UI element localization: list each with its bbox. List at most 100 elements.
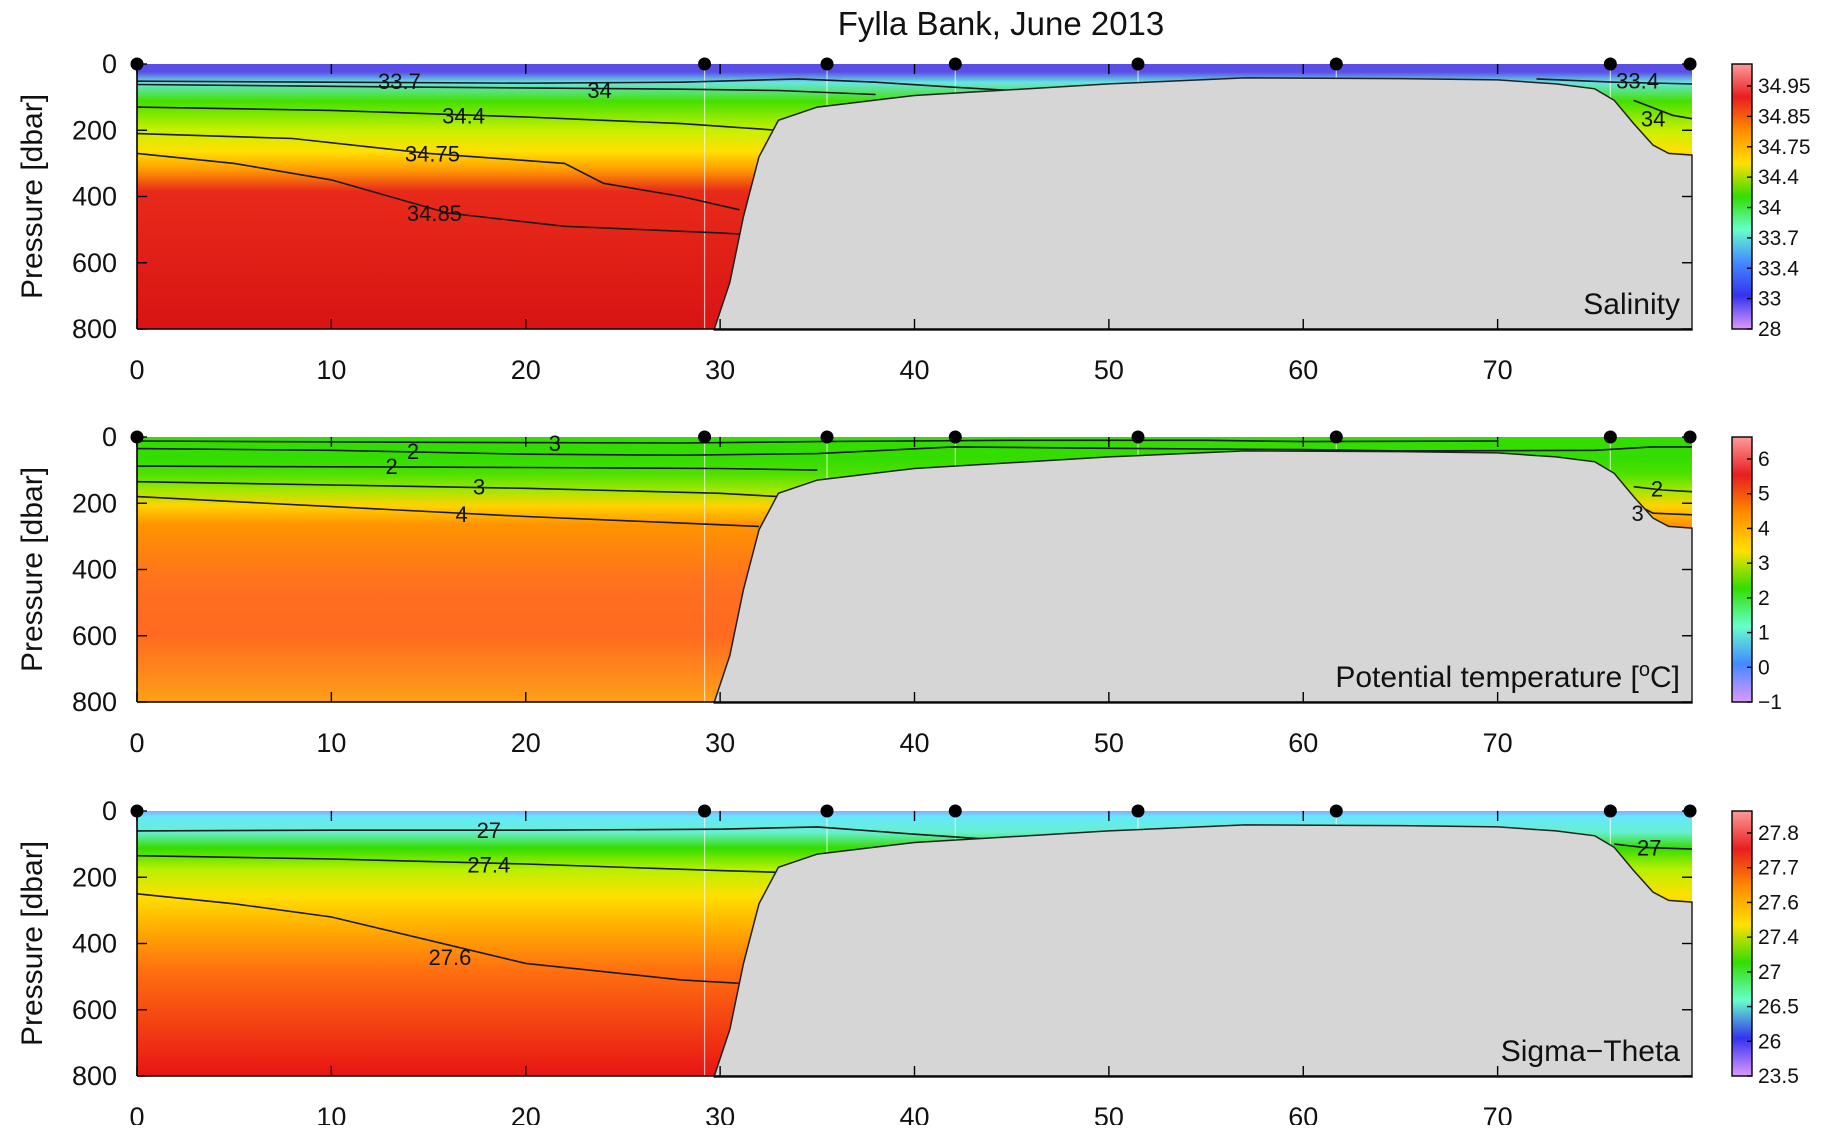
x-tick-label: 60 [1288,355,1318,385]
bathymetry-seafloor [713,77,1693,331]
colorbar-tick-label: 34.95 [1758,75,1811,98]
colorbar-tick-label: 28 [1758,318,1781,341]
y-tick-label: 800 [72,687,117,717]
station-marker [820,57,834,71]
colorbar-tick-label: 3 [1758,552,1770,575]
figure-title: Fylla Bank, June 2013 [838,5,1165,42]
colorbar-tick-label: 33.4 [1758,257,1799,280]
panel-1: 33.7 34 34.4 34.75 34.85 33.4 34 0 200 400 600 800 0… [16,49,1811,385]
colorbar [1731,63,1753,330]
colorbar-tick-label: 34.4 [1758,166,1799,189]
contour-label: 33.7 [378,69,421,94]
y-axis-label: Pressure [dbar] [16,467,49,672]
bathymetry-seafloor [713,450,1693,704]
y-tick-label: 800 [72,314,117,344]
x-tick-label: 30 [705,1102,735,1125]
contour-label: 27 [1637,835,1661,860]
station-marker [1131,804,1145,818]
x-tick-label: 50 [1094,355,1124,385]
y-axis-label: Pressure [dbar] [16,94,49,299]
y-axis-label: Pressure [dbar] [16,841,49,1046]
station-marker [820,430,834,444]
station-marker [1131,57,1145,71]
colorbar [1731,810,1753,1077]
x-tick-label: 10 [316,355,346,385]
x-tick-label: 20 [511,355,541,385]
x-tick-label: 70 [1483,355,1513,385]
contour-label: 3 [473,475,485,500]
contour-line [136,893,740,985]
contour-label: 34 [587,78,611,103]
station-marker [698,804,712,818]
x-tick-label: 30 [705,355,735,385]
x-tick-label: 20 [511,1102,541,1125]
colorbar-tick-label: 33.7 [1758,227,1799,250]
contour-label: 3 [549,431,561,456]
x-tick-label: 20 [511,728,541,758]
colorbar-tick-label: 26.5 [1758,996,1799,1019]
colorbar-tick-label: 27 [1758,961,1781,984]
station-marker [1329,430,1343,444]
contour-label: 27 [477,818,501,843]
y-tick-label: 400 [72,555,117,585]
station-marker [1603,430,1617,444]
contour-label: 34.4 [442,103,485,128]
station-marker [698,430,712,444]
station-marker [1603,57,1617,71]
colorbar-tick-label: −1 [1758,691,1782,714]
x-tick-label: 50 [1094,1102,1124,1125]
x-tick-label: 40 [899,728,929,758]
colorbar-tick-label: 34 [1758,197,1782,220]
panel-3: 27 27.4 27.6 27 0 200 400 600 800 0 10 20 30 40 50 60 70… [16,796,1799,1130]
contour-line [136,83,876,96]
x-tick-label: 50 [1094,728,1124,758]
colorbar-tick-label: 34.75 [1758,136,1811,159]
x-tick-label: 70 [1483,1102,1513,1125]
contour-label: 27.4 [467,853,510,878]
station-marker [948,57,962,71]
contour-label: 2 [1651,476,1663,501]
contour-line [136,78,1012,92]
station-marker [1329,804,1343,818]
y-tick-label: 400 [72,182,117,212]
contour-line [136,132,740,211]
colorbar-tick-label: 27.4 [1758,926,1799,949]
x-tick-label: 60 [1288,728,1318,758]
x-tick-label: 40 [899,1102,929,1125]
y-tick-label: 0 [102,796,117,826]
colorbar-tick-label: 27.6 [1758,891,1799,914]
contour-label: 34.85 [407,201,462,226]
contour-line [1614,843,1693,850]
colorbar-tick-label: 27.8 [1758,822,1799,845]
y-tick-label: 0 [102,422,117,452]
station-marker [820,804,834,818]
y-tick-label: 600 [72,621,117,651]
contour-label: 2 [386,454,398,479]
contour-line [136,480,779,498]
contour-line [136,152,750,236]
contour-label: 3 [1631,501,1643,526]
contour-label: 2 [407,439,419,464]
x-tick-label: 30 [705,728,735,758]
contour-line [136,495,760,528]
colorbar-tick-label: 6 [1758,448,1770,471]
x-tick-label: 0 [129,728,144,758]
y-tick-label: 400 [72,929,117,959]
colorbar-tick-label: 2 [1758,587,1770,610]
contour-line [136,854,779,874]
contour-label: 27.6 [429,945,472,970]
contour-line [1536,78,1693,85]
x-tick-label: 60 [1288,1102,1318,1125]
colorbar-tick-label: 4 [1758,517,1770,540]
station-marker [1329,57,1343,71]
contour-line [136,106,779,132]
station-marker [1603,804,1617,818]
bathymetry-seafloor [713,824,1693,1078]
contour-label: 33.4 [1616,69,1659,94]
y-tick-label: 200 [72,862,117,892]
y-tick-label: 200 [72,115,117,145]
panel-variable-label: Sigma−Theta [1501,1035,1681,1068]
colorbar-tick-label: 26 [1758,1030,1781,1053]
